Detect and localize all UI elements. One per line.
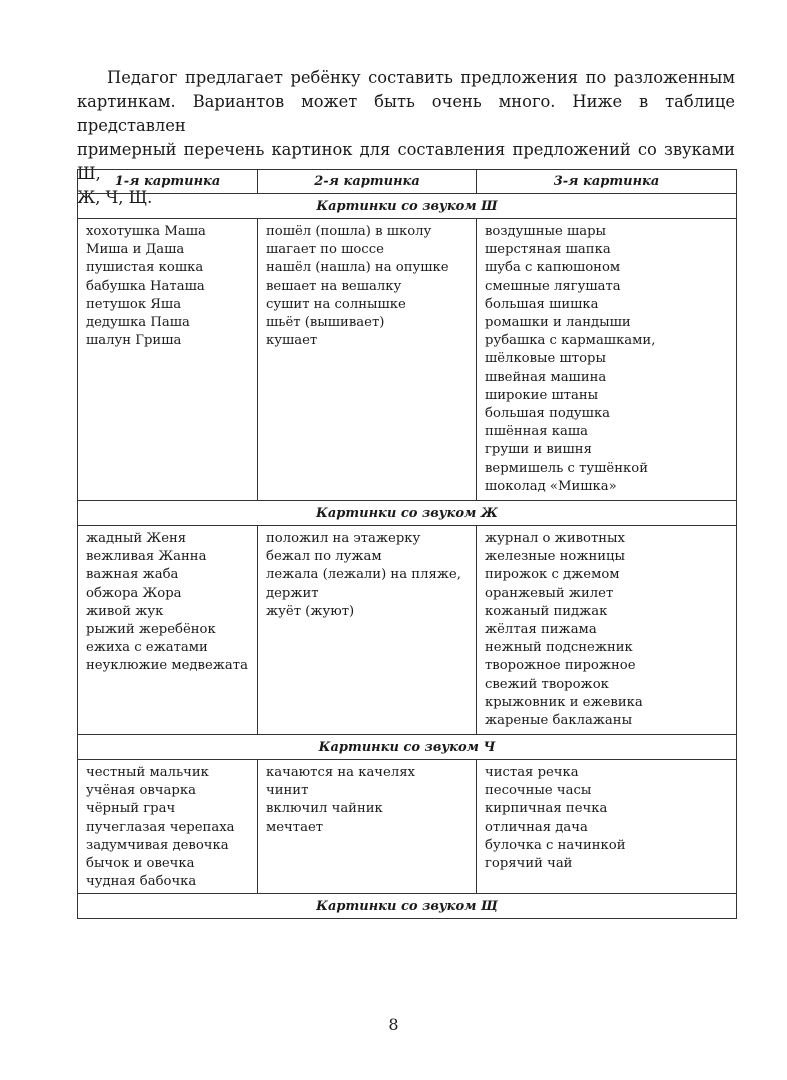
list-item: чинит <box>266 783 309 799</box>
table-cell: положил на этажерку бежал по лужам лежала … <box>257 525 477 735</box>
list-item: чистая речка <box>485 765 579 780</box>
list-item: пушистая кошка <box>86 260 204 276</box>
intro-line: картинкам. Вариантов может быть очень мн… <box>77 92 735 135</box>
list-item: бабушка Наташа <box>86 278 205 294</box>
section-header-row: Картинки со звуком Щ <box>77 893 737 919</box>
list-item: большая подушка <box>485 406 611 422</box>
list-item: нежный подснежник <box>485 640 633 656</box>
list-item: живой жук <box>86 603 164 619</box>
list-item: хохотушка Маша <box>86 224 206 239</box>
list-item: бычок и овечка <box>86 856 195 872</box>
list-item: шерстяная шапка <box>485 242 611 258</box>
table-cell: жадный Женя вежливая Жанна важная жаба обжо… <box>77 525 258 735</box>
list-item: нашёл (нашла) на опушке <box>266 260 449 276</box>
list-item: пирожок с джемом <box>485 567 620 583</box>
list-item: жареные баклажаны <box>485 713 633 729</box>
list-item: ежиха с ежатами <box>86 640 208 656</box>
table-cell: честный мальчик учёная овчарка чёрный грач… <box>77 759 258 894</box>
table-row: хохотушка Маша Миша и Даша пушистая кошка б… <box>77 218 737 501</box>
column-header: 3-я картинка <box>476 169 737 194</box>
list-item: мечтает <box>266 819 324 835</box>
list-item: качаются на качелях <box>266 765 415 780</box>
list-item: лежала (лежали) на пляже, <box>266 567 461 583</box>
list-item: отличная дача <box>485 819 588 835</box>
list-item: шёлковые шторы <box>485 351 606 367</box>
section-header-row: Картинки со звуком Ж <box>77 500 737 526</box>
list-item: большая шишка <box>485 296 599 312</box>
pictures-table: 1-я картинка 2-я картинка 3-я картинка К… <box>77 169 737 919</box>
intro-paragraph: Педагог предлагает ребёнку составить пре… <box>77 66 735 210</box>
section-title: Картинки со звуком Ж <box>77 500 737 526</box>
list-item: вешает на вешалку <box>266 278 402 294</box>
list-item: швейная машина <box>485 369 607 385</box>
list-item: обжора Жора <box>86 585 182 601</box>
page-number: 8 <box>388 1015 399 1034</box>
table-cell: чистая речка песочные часы кирпичная печка… <box>476 759 737 894</box>
table-cell: журнал о животных железные ножницы пирожок… <box>476 525 737 735</box>
list-item: бежал по лужам <box>266 549 382 565</box>
list-item: крыжовник и ежевика <box>485 694 643 710</box>
list-item: держит <box>266 585 319 601</box>
list-item: жадный Женя <box>86 531 187 546</box>
section-header-row: Картинки со звуком Ш <box>77 193 737 219</box>
section-title: Картинки со звуком Ш <box>77 193 737 219</box>
list-item: вежливая Жанна <box>86 549 207 565</box>
table-cell: хохотушка Маша Миша и Даша пушистая кошка б… <box>77 218 258 501</box>
list-item: честный мальчик <box>86 765 209 780</box>
list-item: положил на этажерку <box>266 531 421 546</box>
list-item: чудная бабочка <box>86 874 197 890</box>
list-item: включил чайник <box>266 801 383 817</box>
list-item: дедушка Паша <box>86 315 190 331</box>
list-item: петушок Яша <box>86 296 182 312</box>
list-item: задумчивая девочка <box>86 837 229 853</box>
list-item: шуба с капюшоном <box>485 260 621 276</box>
list-item: пошёл (пошла) в школу <box>266 224 432 239</box>
list-item: рубашка с кармашками, <box>485 333 656 349</box>
table-cell: пошёл (пошла) в школу шагает по шоссе нашё… <box>257 218 477 501</box>
column-header: 2-я картинка <box>257 169 477 194</box>
section-title: Картинки со звуком Ч <box>77 734 737 760</box>
list-item: шалун Гриша <box>86 333 182 349</box>
list-item: учёная овчарка <box>86 783 196 799</box>
table-row: честный мальчик учёная овчарка чёрный грач… <box>77 759 737 894</box>
table-header-row: 1-я картинка 2-я картинка 3-я картинка <box>77 169 737 194</box>
list-item: неуклюжие медвежата <box>86 658 248 674</box>
list-item: творожное пирожное <box>485 658 636 674</box>
list-item: железные ножницы <box>485 549 626 565</box>
list-item: шьёт (вышивает) <box>266 315 385 331</box>
list-item: широкие штаны <box>485 387 599 403</box>
section-title: Картинки со звуком Щ <box>77 893 737 919</box>
list-item: чёрный грач <box>86 801 176 817</box>
intro-line: Педагог предлагает ребёнку составить пре… <box>107 68 735 87</box>
list-item: воздушные шары <box>485 224 607 239</box>
list-item: песочные часы <box>485 783 592 799</box>
list-item: оранжевый жилет <box>485 585 614 601</box>
list-item: горячий чай <box>485 856 573 872</box>
list-item: кирпичная печка <box>485 801 608 817</box>
list-item: вермишель с тушёнкой <box>485 460 648 476</box>
list-item: Миша и Даша <box>86 242 185 258</box>
list-item: сушит на солнышке <box>266 296 406 312</box>
table-cell: качаются на качелях чинит включил чайник ме… <box>257 759 477 894</box>
list-item: жуёт (жуют) <box>266 603 355 619</box>
list-item: шагает по шоссе <box>266 242 384 258</box>
list-item: кушает <box>266 333 318 349</box>
list-item: пшённая каша <box>485 424 589 440</box>
list-item: журнал о животных <box>485 531 625 546</box>
list-item: пучеглазая черепаха <box>86 819 235 835</box>
list-item: шоколад «Мишка» <box>485 478 617 494</box>
list-item: булочка с начинкой <box>485 837 626 853</box>
table-row: жадный Женя вежливая Жанна важная жаба обжо… <box>77 525 737 735</box>
list-item: важная жаба <box>86 567 179 583</box>
list-item: ромашки и ландыши <box>485 315 631 331</box>
column-header: 1-я картинка <box>77 169 258 194</box>
list-item: смешные лягушата <box>485 278 621 294</box>
section-header-row: Картинки со звуком Ч <box>77 734 737 760</box>
list-item: свежий творожок <box>485 676 609 692</box>
list-item: кожаный пиджак <box>485 603 608 619</box>
table-cell: воздушные шары шерстяная шапка шуба с капю… <box>476 218 737 501</box>
list-item: груши и вишня <box>485 442 592 458</box>
list-item: жёлтая пижама <box>485 622 597 638</box>
list-item: рыжий жеребёнок <box>86 622 216 638</box>
